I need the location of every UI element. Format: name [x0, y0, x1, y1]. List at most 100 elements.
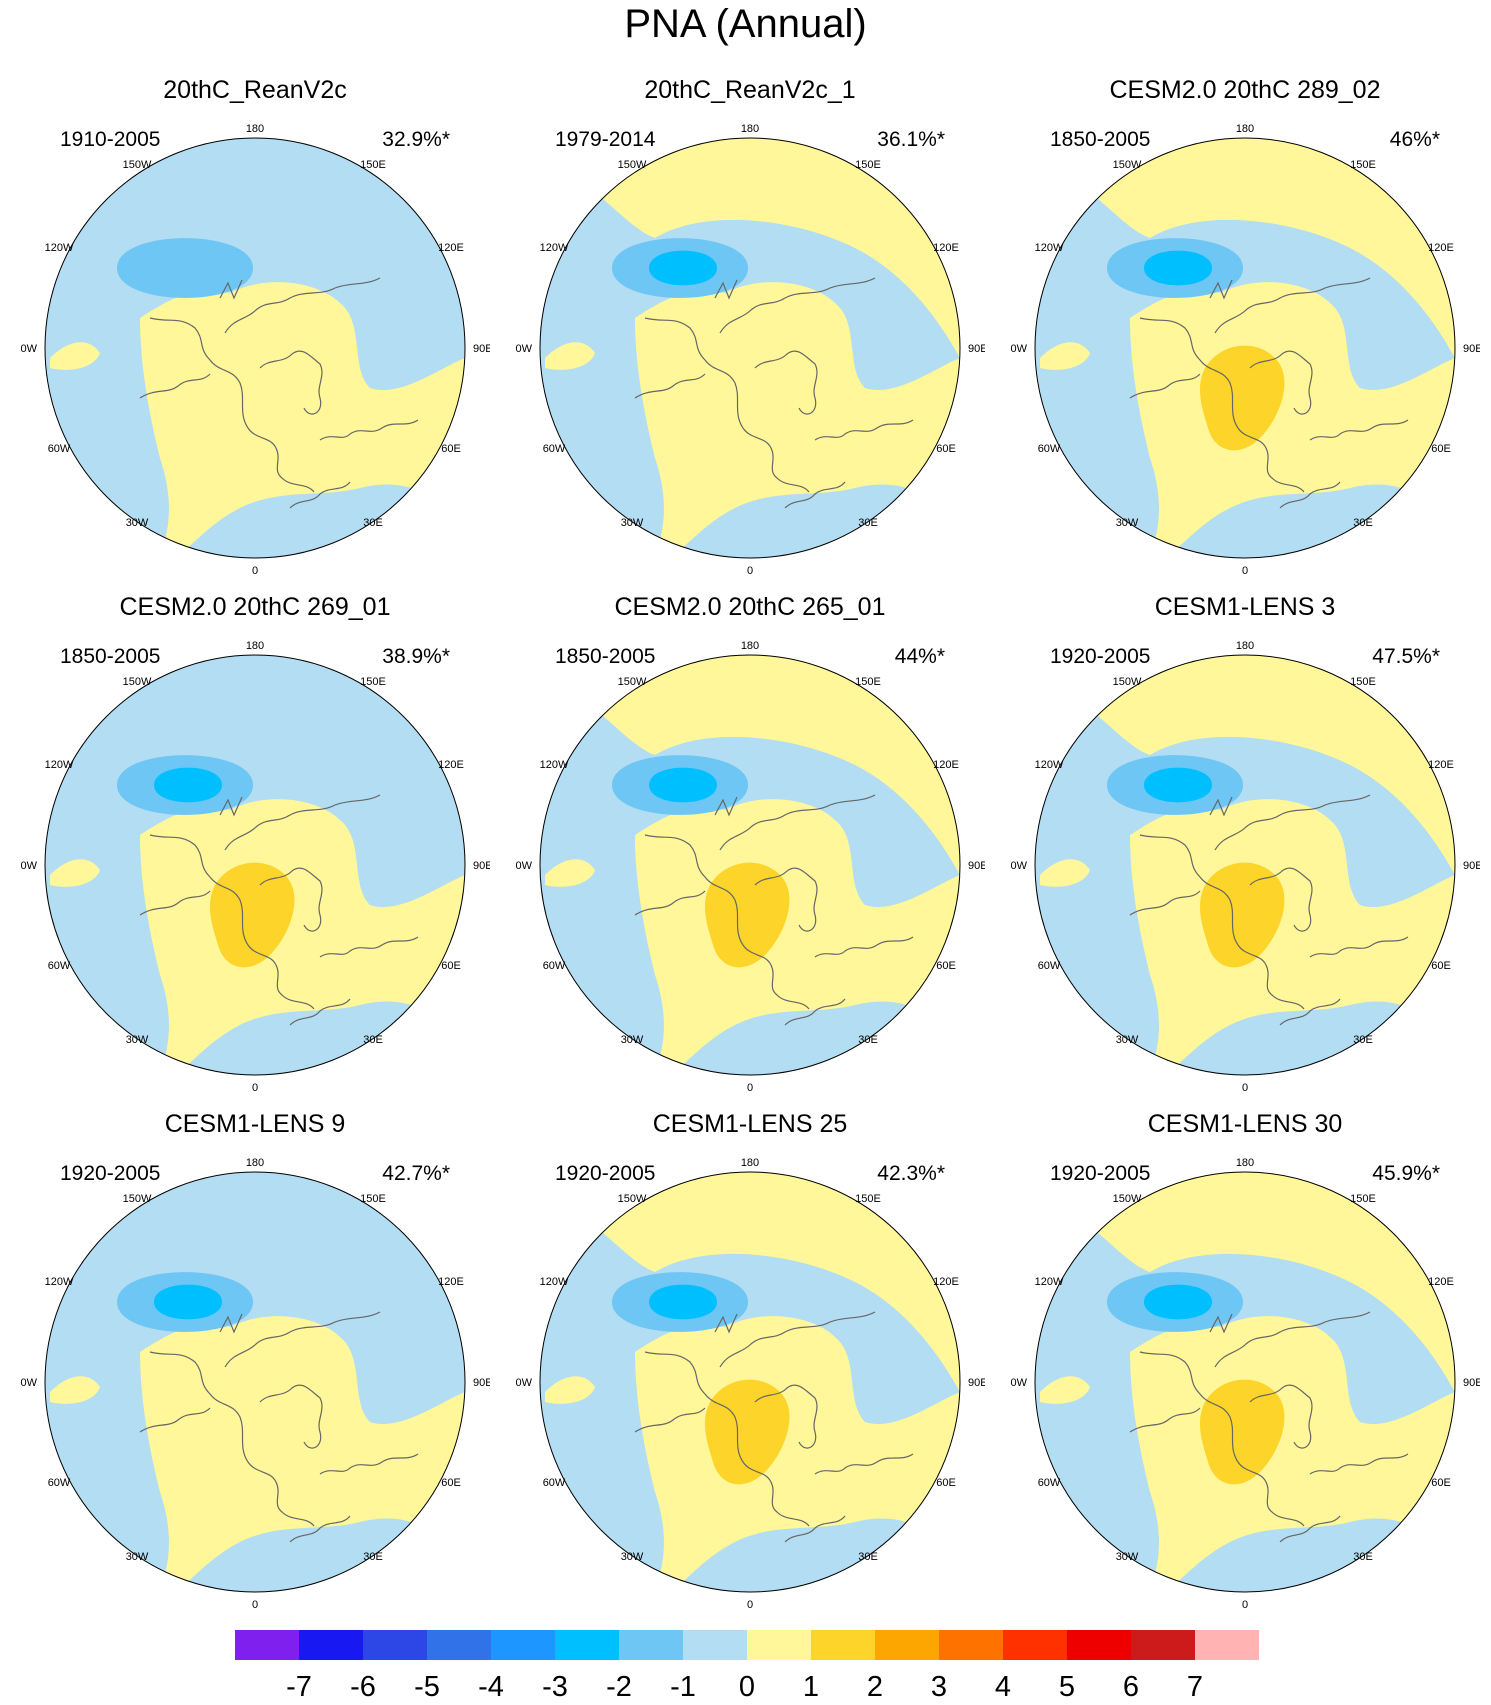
lon-label-e60: 60E: [936, 960, 956, 972]
lon-label-top: 180: [246, 640, 264, 652]
lon-label-w90: 90W: [1010, 343, 1028, 355]
coastline: [1209, 796, 1233, 817]
polar-map: 180 0 150W 150E 120W 120E 90W 90E 60W 60E 30W 30E: [515, 640, 985, 1094]
coastline: [644, 834, 744, 946]
coastline: [1139, 834, 1239, 946]
lon-label-w60: 60W: [48, 1477, 71, 1489]
lon-label-e60: 60E: [441, 443, 461, 455]
panel-years: 1850-2005: [555, 645, 656, 668]
lon-label-e90: 90E: [968, 860, 985, 872]
coastline: [247, 1461, 315, 1527]
lon-label-w120: 120W: [1035, 242, 1064, 254]
coastline: [742, 944, 810, 1010]
lon-label-bottom: 0: [747, 565, 753, 577]
lon-label-bottom: 0: [252, 565, 258, 577]
lon-label-e30: 30E: [858, 1034, 878, 1046]
positive-region-small: [545, 342, 595, 370]
coastline: [1237, 1461, 1305, 1527]
coastline: [714, 1313, 738, 1334]
coastline: [319, 419, 419, 441]
colorbar: -7 -6 -5 -4 -3 -2 -1 0 1 2 3 4 5 6 7: [235, 1630, 1259, 1703]
lon-label-bottom: 0: [1242, 1599, 1248, 1611]
coastline: [719, 794, 876, 851]
lon-label-e30: 30E: [363, 1034, 383, 1046]
coastline: [139, 1407, 211, 1433]
coastline: [742, 1461, 810, 1527]
coastline: [1237, 944, 1305, 1010]
lon-label-w60: 60W: [48, 960, 71, 972]
lon-label-bottom: 0: [1242, 565, 1248, 577]
lon-label-e90: 90E: [473, 343, 490, 355]
coastline: [259, 1384, 323, 1449]
coastline: [1129, 1407, 1201, 1433]
colorbar-swatch: [1131, 1630, 1195, 1660]
positive-region-north: [540, 1172, 960, 1402]
lon-label-e120: 120E: [933, 1276, 959, 1288]
lon-label-w120: 120W: [45, 759, 74, 771]
colorbar-label: 1: [803, 1671, 819, 1703]
lon-label-bottom: 0: [252, 1599, 258, 1611]
panel-variance-pct: 44%*: [894, 645, 945, 668]
positive-max-region: [704, 1379, 790, 1485]
colorbar-swatch: [939, 1630, 1003, 1660]
colorbar-swatch: [747, 1630, 811, 1660]
panel-title: CESM1-LENS 3: [1154, 593, 1336, 621]
panel-years: 1920-2005: [1050, 645, 1151, 668]
coastline: [1209, 1313, 1233, 1334]
field-layer: [540, 1172, 960, 1592]
colorbar-label: -1: [670, 1671, 696, 1703]
coastline: [644, 317, 744, 429]
lon-label-w60: 60W: [543, 960, 566, 972]
coastline: [247, 427, 315, 493]
lon-label-e120: 120E: [933, 242, 959, 254]
lon-label-e60: 60E: [1431, 443, 1451, 455]
positive-region-arctic: [635, 1316, 960, 1592]
map-panel: 180 0 150W 150E 120W 120E 90W 90E 60W 60E 30W 30E CE…: [515, 1102, 985, 1622]
lon-label-w30: 30W: [1116, 517, 1139, 529]
lon-label-w30: 30W: [1116, 1551, 1139, 1563]
lon-label-w150: 150W: [618, 159, 647, 171]
positive-region-small: [1040, 1376, 1090, 1404]
map-panel: 180 0 150W 150E 120W 120E 90W 90E 60W 60E 30W 30E CE…: [20, 1102, 490, 1622]
polar-map: 180 0 150W 150E 120W 120E 90W 90E 60W 60E 30W 30E: [515, 1157, 985, 1611]
positive-region-small: [545, 1376, 595, 1404]
lon-label-bottom: 0: [747, 1082, 753, 1094]
lon-label-w60: 60W: [1038, 960, 1061, 972]
low-core-region: [1144, 1284, 1212, 1320]
coastline: [319, 1453, 419, 1475]
positive-region-arctic: [140, 1316, 465, 1592]
colorbar-label: 0: [739, 1671, 755, 1703]
lon-label-top: 180: [741, 640, 759, 652]
colorbar-swatch: [1067, 1630, 1131, 1660]
lon-label-top: 180: [1236, 1157, 1254, 1169]
coastline: [814, 419, 914, 441]
coastline: [634, 1407, 706, 1433]
colorbar-label: 2: [867, 1671, 883, 1703]
panel-title: CESM2.0 20thC 265_01: [614, 593, 886, 621]
lon-label-w150: 150W: [123, 1193, 152, 1205]
lon-label-w120: 120W: [1035, 1276, 1064, 1288]
positive-region-north: [540, 138, 960, 368]
lon-label-w150: 150W: [1113, 159, 1142, 171]
positive-region-arctic: [1130, 1316, 1455, 1592]
lon-label-w150: 150W: [618, 1193, 647, 1205]
positive-region-north: [1035, 1172, 1455, 1402]
coastline: [1129, 890, 1201, 916]
colorbar-swatch: [427, 1630, 491, 1660]
lon-label-e90: 90E: [473, 860, 490, 872]
lon-label-w150: 150W: [123, 159, 152, 171]
page-title: PNA (Annual): [624, 2, 867, 46]
lon-label-w150: 150W: [1113, 676, 1142, 688]
lon-label-w30: 30W: [621, 517, 644, 529]
lon-label-w60: 60W: [48, 443, 71, 455]
map-border: [1034, 1171, 1456, 1593]
colorbar-label: 7: [1187, 1671, 1203, 1703]
positive-region-arctic: [1130, 799, 1455, 1075]
low-region: [117, 238, 253, 298]
lon-label-e60: 60E: [936, 443, 956, 455]
panel-variance-pct: 47.5%*: [1372, 645, 1440, 668]
lon-label-w120: 120W: [45, 242, 74, 254]
map-panel: 180 0 150W 150E 120W 120E 90W 90E 60W 60E 30W 30E CE…: [1010, 1102, 1480, 1622]
lon-label-top: 180: [246, 123, 264, 135]
positive-region-north: [1035, 655, 1455, 885]
